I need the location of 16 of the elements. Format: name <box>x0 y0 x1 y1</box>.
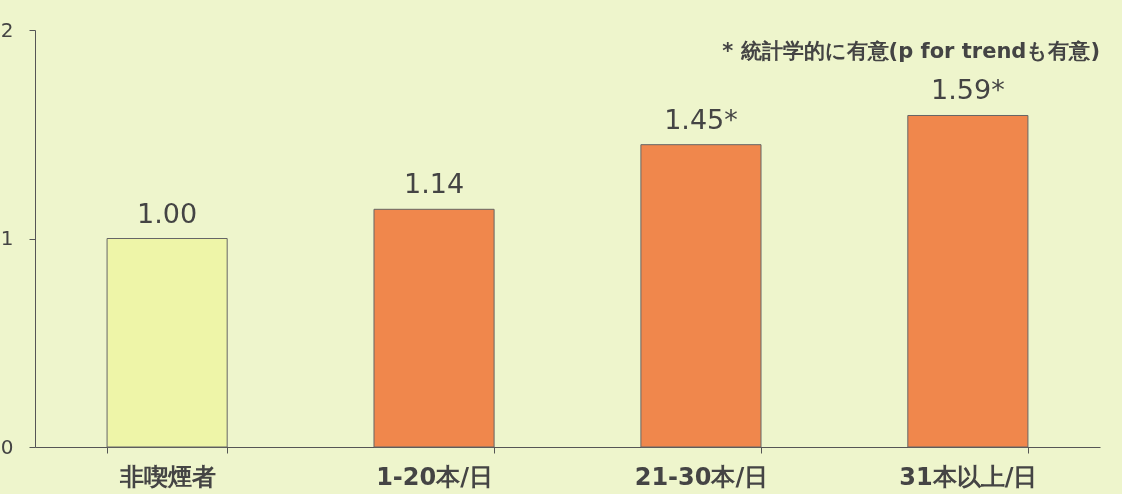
bar <box>106 238 228 448</box>
x-tick-label: 非喫煙者 <box>118 462 216 491</box>
bar <box>907 114 1029 448</box>
data-label: 1.59* <box>931 74 1005 106</box>
x-tick-label: 21-30本/日 <box>634 462 769 491</box>
x-tick-label: 31本以上/日 <box>899 462 1038 491</box>
data-label: 1.14 <box>403 168 465 200</box>
data-label: 1.45* <box>664 103 738 135</box>
data-label: 1.00 <box>137 197 198 229</box>
y-tick-label: 2 <box>0 17 14 42</box>
annotation: * 統計学的に有意(p for trendも有意) <box>722 39 1100 63</box>
bar <box>373 208 495 448</box>
y-tick-label: 0 <box>0 434 14 459</box>
y-tick-label: 1 <box>0 226 14 250</box>
x-tick-label: 1-20本/日 <box>376 462 493 491</box>
bar <box>640 144 762 448</box>
